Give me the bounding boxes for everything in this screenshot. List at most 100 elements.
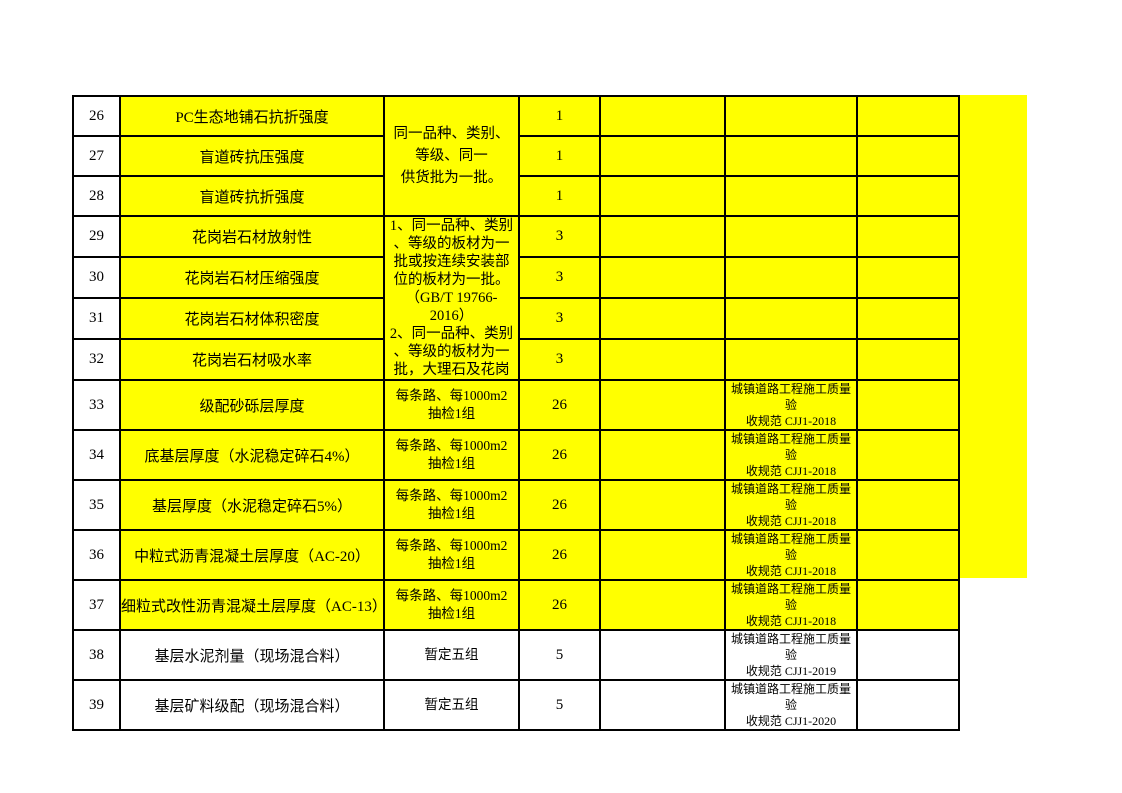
quantity-cell: 26 xyxy=(518,529,601,581)
quantity-cell: 3 xyxy=(518,297,601,340)
table-row: 33 级配砂砾层厚度 每条路、每1000m2 抽检1组 26 城镇道路工程施工质量验 收… xyxy=(72,379,960,431)
table-row: 28 盲道砖抗折强度 1 xyxy=(72,175,960,217)
quantity-cell: 26 xyxy=(518,579,601,631)
row-number-cell: 33 xyxy=(72,379,121,431)
regulation-cell: 城镇道路工程施工质量验 收规范 CJJ1-2018 xyxy=(724,579,858,631)
table-row: 39 基层矿料级配（现场混合料） 暂定五组 5 城镇道路工程施工质量验 收规范 CJJ1… xyxy=(72,679,960,731)
empty-cell xyxy=(599,429,726,481)
item-name-cell: 基层厚度（水泥稳定碎石5%） xyxy=(119,479,385,531)
empty-cell xyxy=(599,338,726,381)
empty-cell xyxy=(856,215,960,258)
row-number-cell: 32 xyxy=(72,338,121,381)
item-name-cell: 基层水泥剂量（现场混合料） xyxy=(119,629,385,681)
sampling-rule-cell: 每条路、每1000m2 抽检1组 xyxy=(383,479,520,531)
empty-cell xyxy=(856,175,960,217)
empty-cell xyxy=(856,95,960,137)
quantity-cell: 3 xyxy=(518,215,601,258)
empty-cell xyxy=(599,135,726,177)
regulation-cell xyxy=(724,297,858,340)
empty-cell xyxy=(599,215,726,258)
table-row: 29 花岗岩石材放射性 1、同一品种、类别 、等级的板材为一 批或按连续安装部 位的… xyxy=(72,215,960,381)
item-name-cell: PC生态地铺石抗折强度 xyxy=(119,95,385,137)
quantity-cell: 26 xyxy=(518,429,601,481)
item-name-cell: 细粒式改性沥青混凝土层厚度（AC-13） xyxy=(119,579,385,631)
item-name-cell: 花岗岩石材体积密度 xyxy=(119,297,385,340)
row-number-cell: 31 xyxy=(72,297,121,340)
empty-cell xyxy=(599,629,726,681)
regulation-cell xyxy=(724,95,858,137)
empty-cell xyxy=(599,256,726,299)
empty-cell xyxy=(599,529,726,581)
empty-cell xyxy=(856,256,960,299)
row-number-cell: 30 xyxy=(72,256,121,299)
table-row: 38 基层水泥剂量（现场混合料） 暂定五组 5 城镇道路工程施工质量验 收规范 CJJ1… xyxy=(72,629,960,681)
sampling-rule-cell: 暂定五组 xyxy=(383,629,520,681)
row-number-cell: 36 xyxy=(72,529,121,581)
empty-cell xyxy=(856,379,960,431)
regulation-cell xyxy=(724,175,858,217)
empty-cell xyxy=(599,579,726,631)
empty-cell xyxy=(856,429,960,481)
empty-cell xyxy=(599,297,726,340)
empty-cell xyxy=(856,629,960,681)
item-name-cell: 花岗岩石材放射性 xyxy=(119,215,385,258)
regulation-cell xyxy=(724,256,858,299)
row-number-cell: 28 xyxy=(72,175,121,217)
quantity-cell: 5 xyxy=(518,679,601,731)
empty-cell xyxy=(856,579,960,631)
quantity-cell: 3 xyxy=(518,256,601,299)
row-number-cell: 39 xyxy=(72,679,121,731)
row-number-cell: 34 xyxy=(72,429,121,481)
regulation-cell: 城镇道路工程施工质量验 收规范 CJJ1-2018 xyxy=(724,479,858,531)
item-name-cell: 级配砂砾层厚度 xyxy=(119,379,385,431)
empty-cell xyxy=(599,379,726,431)
empty-cell xyxy=(599,679,726,731)
sampling-rule-cell: 每条路、每1000m2 抽检1组 xyxy=(383,429,520,481)
row-number-cell: 37 xyxy=(72,579,121,631)
sampling-rule-cell: 每条路、每1000m2 抽检1组 xyxy=(383,529,520,581)
item-name-cell: 底基层厚度（水泥稳定碎石4%） xyxy=(119,429,385,481)
item-name-cell: 中粒式沥青混凝土层厚度（AC-20） xyxy=(119,529,385,581)
empty-cell xyxy=(856,297,960,340)
empty-cell xyxy=(856,338,960,381)
row-number-cell: 35 xyxy=(72,479,121,531)
regulation-cell: 城镇道路工程施工质量验 收规范 CJJ1-2018 xyxy=(724,529,858,581)
item-name-cell: 花岗岩石材吸水率 xyxy=(119,338,385,381)
quantity-cell: 1 xyxy=(518,175,601,217)
empty-cell xyxy=(856,135,960,177)
empty-cell xyxy=(856,479,960,531)
table-row: 34 底基层厚度（水泥稳定碎石4%） 每条路、每1000m2 抽检1组 26 城镇道路工… xyxy=(72,429,960,481)
item-name-cell: 盲道砖抗压强度 xyxy=(119,135,385,177)
row-number-cell: 29 xyxy=(72,215,121,258)
item-name-cell: 花岗岩石材压缩强度 xyxy=(119,256,385,299)
table-row: 35 基层厚度（水泥稳定碎石5%） 每条路、每1000m2 抽检1组 26 城镇道路工程… xyxy=(72,479,960,531)
highlight-overflow-strip xyxy=(960,95,1027,578)
inspection-table: 26 PC生态地铺石抗折强度 同一品种、类别、 等级、同一 供货批为一批。 1 27 盲道… xyxy=(72,95,960,731)
table-row: 36 中粒式沥青混凝土层厚度（AC-20） 每条路、每1000m2 抽检1组 26 城镇… xyxy=(72,529,960,581)
empty-cell xyxy=(599,95,726,137)
regulation-cell: 城镇道路工程施工质量验 收规范 CJJ1-2018 xyxy=(724,429,858,481)
table-row: 37 细粒式改性沥青混凝土层厚度（AC-13） 每条路、每1000m2 抽检1组 26… xyxy=(72,579,960,631)
table-row: 32 花岗岩石材吸水率 3 xyxy=(72,338,960,381)
regulation-cell: 城镇道路工程施工质量验 收规范 CJJ1-2018 xyxy=(724,379,858,431)
empty-cell xyxy=(599,479,726,531)
quantity-cell: 26 xyxy=(518,379,601,431)
sampling-rule-cell: 同一品种、类别、 等级、同一 供货批为一批。 xyxy=(383,95,520,217)
quantity-cell: 1 xyxy=(518,95,601,137)
sampling-rule-cell: 1、同一品种、类别 、等级的板材为一 批或按连续安装部 位的板材为一批。 （GB… xyxy=(383,215,520,381)
empty-cell xyxy=(856,679,960,731)
row-number-cell: 26 xyxy=(72,95,121,137)
table-row: 30 花岗岩石材压缩强度 3 xyxy=(72,256,960,299)
sampling-rule-cell: 暂定五组 xyxy=(383,679,520,731)
table-row: 31 花岗岩石材体积密度 3 xyxy=(72,297,960,340)
empty-cell xyxy=(599,175,726,217)
empty-cell xyxy=(856,529,960,581)
quantity-cell: 5 xyxy=(518,629,601,681)
quantity-cell: 1 xyxy=(518,135,601,177)
regulation-cell xyxy=(724,135,858,177)
table-body: 26 PC生态地铺石抗折强度 同一品种、类别、 等级、同一 供货批为一批。 1 27 盲道… xyxy=(72,95,960,731)
sampling-rule-cell: 每条路、每1000m2 抽检1组 xyxy=(383,579,520,631)
sampling-rule-cell: 每条路、每1000m2 抽检1组 xyxy=(383,379,520,431)
table-row: 27 盲道砖抗压强度 1 xyxy=(72,135,960,177)
